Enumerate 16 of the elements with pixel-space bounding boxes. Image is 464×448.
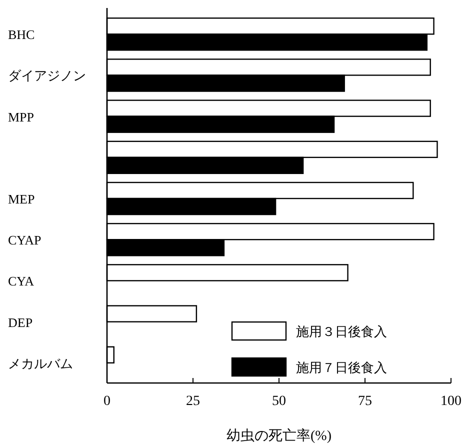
legend-label: 施用７日後食入	[296, 360, 387, 375]
y-tick-label: ダイアジノン	[8, 68, 86, 84]
legend-label: 施用３日後食入	[296, 324, 387, 339]
x-axis-title: 幼虫の死亡率(%)	[226, 428, 332, 444]
y-tick-label: CYAP	[8, 232, 42, 248]
x-tick-label: 25	[186, 394, 200, 409]
x-tick-label: 50	[272, 394, 286, 409]
y-tick-label: CYA	[8, 274, 35, 289]
y-tick-label: メカルバム	[8, 356, 73, 371]
x-tick-label: 75	[358, 394, 372, 409]
x-tick-label: 0	[104, 394, 110, 409]
x-tick-label: 100	[440, 394, 462, 409]
y-tick-label: MEP	[8, 192, 35, 206]
y-tick-label: DEP	[8, 314, 33, 330]
y-tick-label: BHC	[8, 27, 35, 42]
y-tick-label: MPP	[8, 109, 34, 124]
